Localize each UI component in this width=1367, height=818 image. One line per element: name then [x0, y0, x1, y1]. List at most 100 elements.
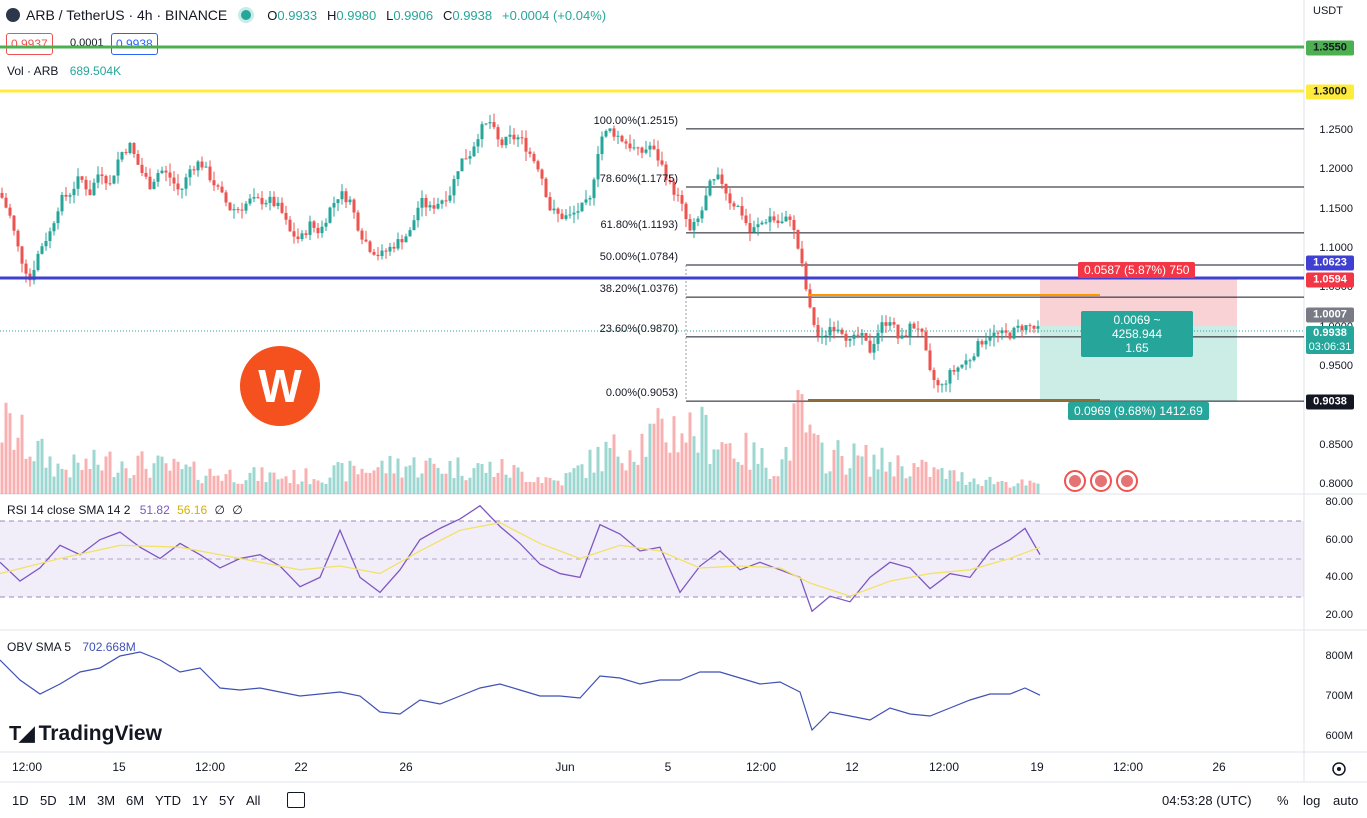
- volume-bar: [192, 461, 196, 494]
- volume-bar: [924, 461, 928, 494]
- candle-body: [856, 334, 860, 336]
- candle-body: [884, 322, 888, 326]
- volume-bar: [532, 482, 536, 494]
- volume-bar: [4, 402, 8, 494]
- position-target-label[interactable]: 0.0587 (5.87%) 750: [1078, 262, 1196, 278]
- candle-body: [396, 239, 400, 249]
- tradingview-logo[interactable]: T◢ TradingView: [9, 721, 162, 746]
- candle-body: [800, 248, 804, 264]
- position-entry-label[interactable]: 0.0069 ~ 4258.944 1.65: [1081, 311, 1193, 357]
- axis-settings-icon[interactable]: [1332, 762, 1346, 776]
- log-toggle[interactable]: log: [1303, 793, 1321, 808]
- volume-bar: [268, 472, 272, 494]
- volume-bar: [0, 442, 4, 494]
- candle-body: [728, 193, 732, 204]
- volume-bar: [996, 481, 1000, 494]
- candle-body: [460, 158, 464, 172]
- candle-body: [332, 203, 336, 208]
- volume-bar: [940, 467, 944, 494]
- candle-body: [992, 332, 996, 338]
- volume-bar: [376, 467, 380, 494]
- candle-body: [16, 230, 20, 247]
- price-axis-label: 1.1500: [1319, 202, 1353, 215]
- candle-body: [96, 174, 100, 183]
- candle-body: [648, 145, 652, 150]
- percent-toggle[interactable]: %: [1277, 793, 1289, 808]
- economic-event-flag-icon[interactable]: [1116, 470, 1138, 492]
- volume-bar: [260, 467, 264, 494]
- volume-bar: [604, 441, 608, 494]
- fib-level-label: 61.80%(1.1193): [600, 218, 678, 231]
- volume-bar: [276, 479, 280, 494]
- candle-body: [252, 197, 256, 199]
- range-button-1m[interactable]: 1M: [68, 793, 87, 808]
- candle-body: [428, 205, 432, 208]
- range-button-1d[interactable]: 1D: [12, 793, 29, 808]
- volume-bar: [1012, 486, 1016, 494]
- volume-bar: [324, 483, 328, 494]
- candle-body: [224, 192, 228, 203]
- candle-body: [984, 340, 988, 345]
- economic-event-flag-icon[interactable]: [1064, 470, 1086, 492]
- candle-body: [264, 202, 268, 205]
- volume-bar: [964, 484, 968, 494]
- volume-bar: [640, 433, 644, 494]
- currency-selector[interactable]: USDT: [1313, 5, 1343, 17]
- candle-body: [656, 149, 660, 161]
- candle-body: [960, 364, 964, 368]
- candle-body: [20, 246, 24, 264]
- volume-bar: [660, 418, 664, 494]
- volume-bar: [672, 416, 676, 494]
- candle-body: [704, 195, 708, 211]
- volume-bar: [624, 470, 628, 494]
- candle-body: [920, 328, 924, 332]
- candle-body: [716, 174, 720, 180]
- yellow-level-tag: 1.3000: [1306, 84, 1354, 100]
- candle-body: [828, 327, 832, 336]
- volume-bar: [680, 433, 684, 494]
- economic-event-flag-icon[interactable]: [1090, 470, 1112, 492]
- candle-body: [204, 166, 208, 168]
- candle-body: [964, 360, 968, 365]
- volume-bar: [188, 466, 192, 494]
- candle-body: [864, 333, 868, 341]
- candle-body: [308, 221, 312, 235]
- symbol-title[interactable]: ARB / TetherUS · 4h · BINANCE: [26, 7, 228, 23]
- ohlc-values: O0.9933 H0.9980 L0.9906 C0.9938 +0.0004 …: [267, 8, 607, 23]
- fib-retracement[interactable]: [685, 128, 1304, 402]
- candle-body: [1016, 325, 1020, 328]
- candle-body: [824, 335, 828, 337]
- range-button-1y[interactable]: 1Y: [192, 793, 208, 808]
- candle-body: [180, 188, 184, 190]
- candle-body: [552, 208, 556, 211]
- range-button-all[interactable]: All: [246, 793, 261, 808]
- range-button-5d[interactable]: 5D: [40, 793, 57, 808]
- candle-body: [652, 145, 656, 150]
- volume-bar: [52, 476, 56, 494]
- volume-bar: [620, 463, 624, 494]
- volume-bar: [388, 455, 392, 494]
- range-button-6m[interactable]: 6M: [126, 793, 145, 808]
- volume-bar: [200, 483, 204, 494]
- volume-bar: [292, 469, 296, 494]
- range-button-3m[interactable]: 3M: [97, 793, 116, 808]
- time-axis-label: 12:00: [11, 760, 43, 774]
- volume-bar: [368, 472, 372, 494]
- auto-toggle[interactable]: auto: [1333, 793, 1359, 808]
- position-stop-label[interactable]: 0.0969 (9.68%) 1412.69: [1068, 402, 1209, 420]
- volume-bar: [500, 459, 504, 494]
- date-range-icon[interactable]: [287, 792, 305, 808]
- candle-body: [364, 239, 368, 242]
- candle-body: [792, 219, 796, 231]
- range-button-5y[interactable]: 5Y: [219, 793, 235, 808]
- utc-clock[interactable]: 04:53:28 (UTC): [1162, 793, 1252, 808]
- volume-bar: [688, 412, 692, 494]
- candle-body: [700, 210, 704, 219]
- candle-body: [1024, 325, 1028, 331]
- candle-body: [168, 172, 172, 178]
- volume-bar: [8, 413, 12, 494]
- volume-bar: [912, 463, 916, 494]
- range-button-ytd[interactable]: YTD: [155, 793, 181, 808]
- volume-bar: [740, 464, 744, 494]
